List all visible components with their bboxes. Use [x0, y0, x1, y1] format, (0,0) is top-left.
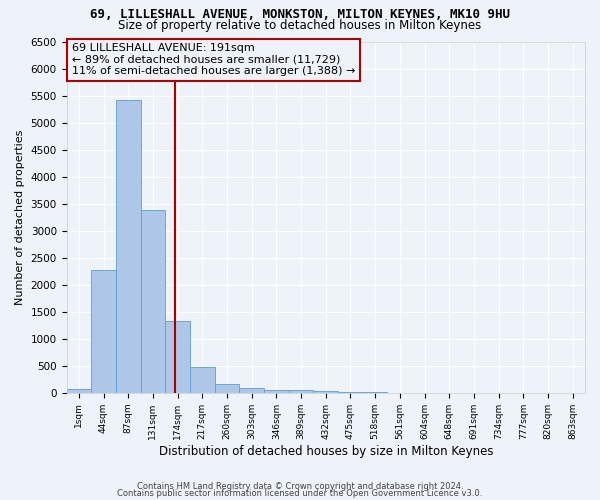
- Bar: [313, 391, 338, 393]
- Y-axis label: Number of detached properties: Number of detached properties: [15, 130, 25, 305]
- Bar: [67, 389, 91, 393]
- Text: Size of property relative to detached houses in Milton Keynes: Size of property relative to detached ho…: [118, 18, 482, 32]
- Text: 69 LILLESHALL AVENUE: 191sqm
← 89% of detached houses are smaller (11,729)
11% o: 69 LILLESHALL AVENUE: 191sqm ← 89% of de…: [72, 44, 355, 76]
- X-axis label: Distribution of detached houses by size in Milton Keynes: Distribution of detached houses by size …: [158, 444, 493, 458]
- Bar: [116, 100, 140, 393]
- Text: Contains HM Land Registry data © Crown copyright and database right 2024.: Contains HM Land Registry data © Crown c…: [137, 482, 463, 491]
- Text: Contains public sector information licensed under the Open Government Licence v3: Contains public sector information licen…: [118, 489, 482, 498]
- Bar: [91, 270, 116, 393]
- Bar: [140, 210, 165, 393]
- Bar: [215, 384, 239, 393]
- Bar: [289, 390, 313, 393]
- Text: 69, LILLESHALL AVENUE, MONKSTON, MILTON KEYNES, MK10 9HU: 69, LILLESHALL AVENUE, MONKSTON, MILTON …: [90, 8, 510, 20]
- Bar: [239, 388, 264, 393]
- Bar: [363, 392, 388, 393]
- Bar: [264, 390, 289, 393]
- Bar: [338, 392, 363, 393]
- Bar: [165, 322, 190, 393]
- Bar: [190, 367, 215, 393]
